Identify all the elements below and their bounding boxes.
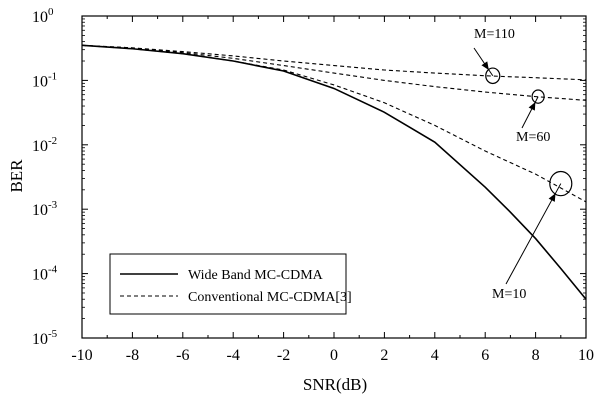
legend-box: [110, 254, 346, 314]
x-tick-label: -4: [227, 347, 240, 364]
y-axis-label: BER: [7, 159, 26, 193]
x-tick-label: -2: [277, 347, 290, 364]
x-tick-label: 0: [330, 347, 338, 364]
x-tick-label: 2: [380, 347, 388, 364]
annotation-label: M=10: [492, 287, 526, 302]
x-tick-label: -10: [71, 347, 92, 364]
x-tick-label: -8: [126, 347, 139, 364]
legend-label-wide-band: Wide Band MC-CDMA: [188, 268, 324, 283]
x-tick-label: 10: [578, 347, 594, 364]
x-tick-label: 8: [532, 347, 540, 364]
annotation-label: M=60: [516, 130, 550, 145]
x-tick-label: -6: [176, 347, 189, 364]
annotation-label: M=110: [474, 27, 515, 42]
legend-label-conventional: Conventional MC-CDMA[3]: [188, 290, 352, 305]
x-tick-label: 4: [431, 347, 439, 364]
x-axis-label: SNR(dB): [303, 375, 367, 394]
x-tick-label: 6: [481, 347, 489, 364]
